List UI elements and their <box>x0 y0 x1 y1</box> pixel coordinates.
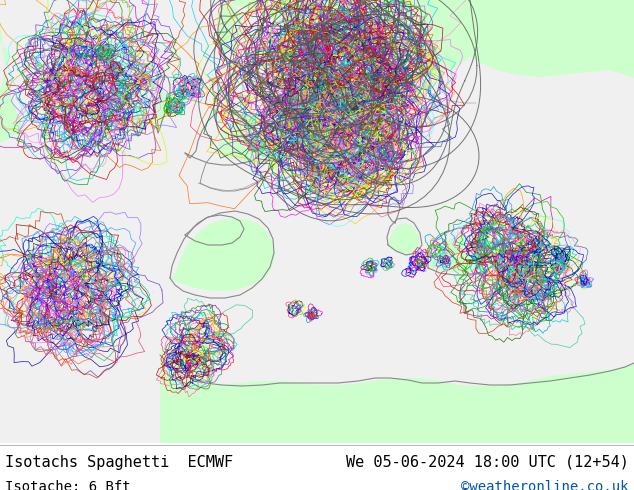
Polygon shape <box>133 105 148 135</box>
Polygon shape <box>170 218 275 291</box>
Polygon shape <box>0 0 22 143</box>
Polygon shape <box>160 333 215 385</box>
Polygon shape <box>430 235 500 273</box>
Text: Isotache: 6 Bft: Isotache: 6 Bft <box>5 480 131 490</box>
Polygon shape <box>266 50 275 71</box>
Polygon shape <box>337 0 475 78</box>
Text: We 05-06-2024 18:00 UTC (12+54): We 05-06-2024 18:00 UTC (12+54) <box>346 455 629 470</box>
Polygon shape <box>160 353 634 443</box>
Polygon shape <box>220 0 634 78</box>
Text: Isotachs Spaghetti  ECMWF: Isotachs Spaghetti ECMWF <box>5 455 233 470</box>
Polygon shape <box>217 0 242 56</box>
Text: ©weatheronline.co.uk: ©weatheronline.co.uk <box>462 480 629 490</box>
Polygon shape <box>390 0 465 65</box>
Polygon shape <box>310 0 348 103</box>
Polygon shape <box>294 101 322 185</box>
Polygon shape <box>389 223 420 255</box>
Polygon shape <box>310 0 420 85</box>
Polygon shape <box>270 73 382 125</box>
Polygon shape <box>48 20 90 43</box>
Polygon shape <box>154 85 170 133</box>
Polygon shape <box>218 118 288 165</box>
Polygon shape <box>450 0 634 77</box>
